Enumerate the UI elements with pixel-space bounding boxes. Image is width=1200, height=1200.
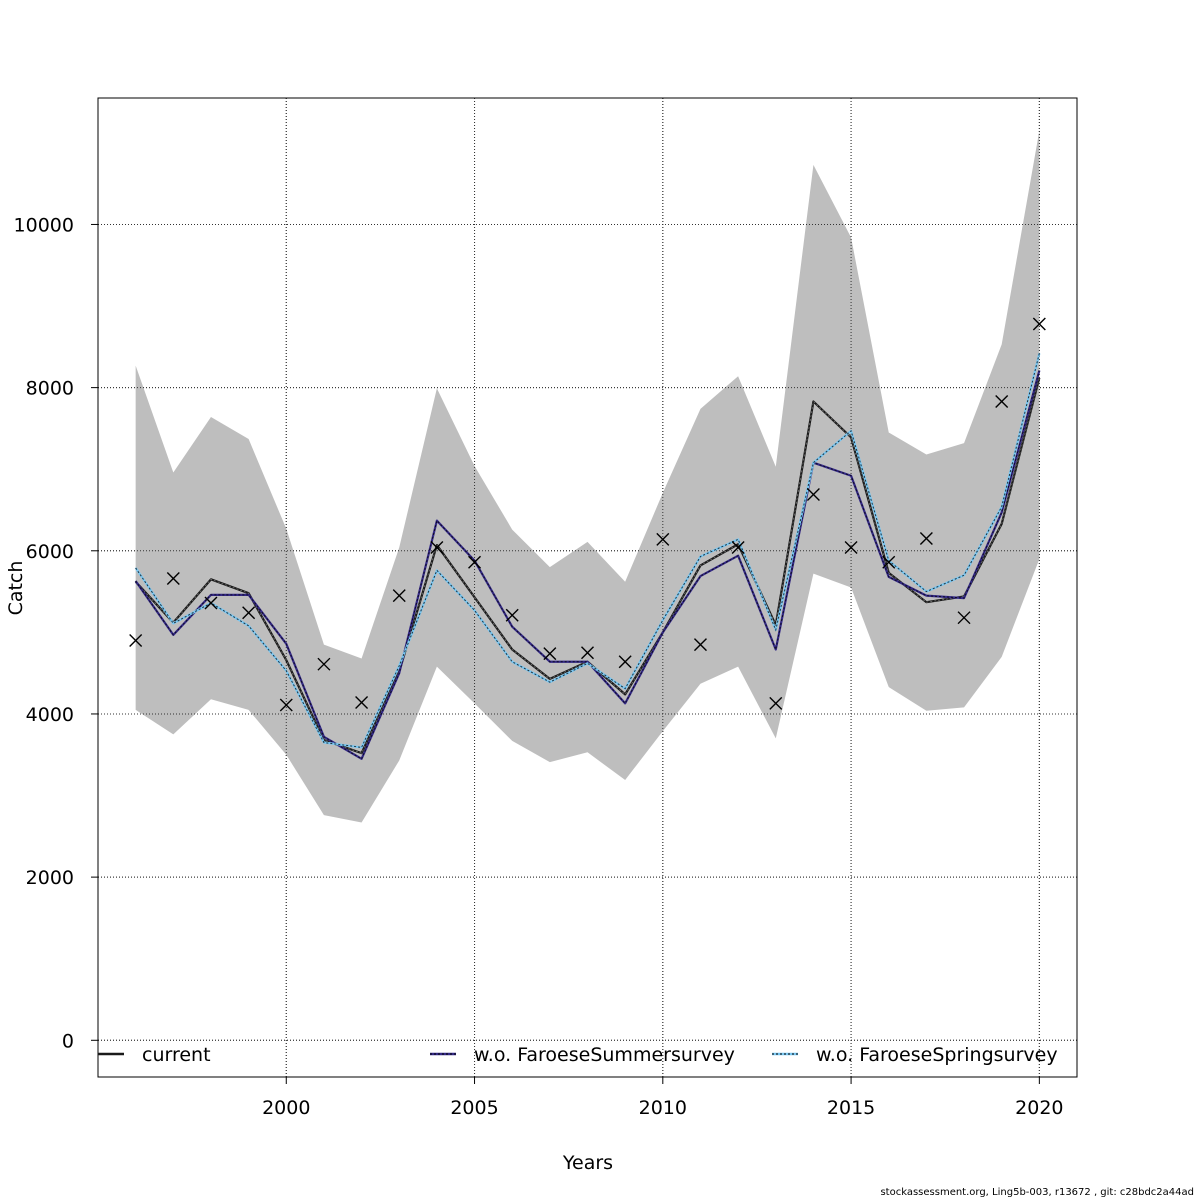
axes: 2000 2005 2010 2015 2020 0 2000 4000 6000 8000 100… xyxy=(14,97,1078,1119)
observation-point-2004 xyxy=(430,541,444,555)
x-tick-label-2015: 2015 xyxy=(827,1097,875,1119)
y-tick-label-10000: 10000 xyxy=(14,214,74,236)
observation-point-2005 xyxy=(468,555,482,569)
observation-point-1999 xyxy=(242,606,256,620)
observation-stroke-b xyxy=(957,611,971,625)
legend-item-2: w.o. FaroeseSpringsurvey xyxy=(772,1044,1058,1066)
observation-stroke-b xyxy=(693,638,707,652)
observation-point-2011 xyxy=(693,638,707,652)
observation-point-2016 xyxy=(882,555,896,569)
series-line-dotted-1 xyxy=(135,370,1040,760)
x-tick-label-2010: 2010 xyxy=(639,1097,687,1119)
observation-point-2018 xyxy=(957,611,971,625)
observation-point-2007 xyxy=(543,647,557,661)
observation-stroke-b xyxy=(995,394,1009,408)
confidence-band xyxy=(135,130,1040,823)
observation-stroke-b xyxy=(392,589,406,603)
y-tick-label-6000: 6000 xyxy=(26,541,74,563)
legend: current w.o. FaroeseSummersurvey w.o. Faro… xyxy=(98,1044,1058,1066)
observation-stroke-b xyxy=(355,696,369,710)
y-axis-title: Catch xyxy=(5,561,27,616)
y-tick-label-0: 0 xyxy=(62,1030,74,1052)
observation-point-2017 xyxy=(919,532,933,546)
legend-item-1: w.o. FaroeseSummersurvey xyxy=(430,1044,735,1066)
observation-point-2008 xyxy=(581,646,594,660)
grid-lines-overlay xyxy=(98,98,1077,1077)
observation-stroke-b xyxy=(505,608,519,622)
observation-stroke-b xyxy=(129,634,143,648)
observation-stroke-b xyxy=(279,698,293,712)
observation-point-2006 xyxy=(505,608,519,622)
observation-point-2002 xyxy=(355,696,369,710)
observation-point-2015 xyxy=(844,541,858,555)
observation-stroke-b xyxy=(317,657,331,671)
x-tick-label-2020: 2020 xyxy=(1015,1097,1063,1119)
observation-stroke-b xyxy=(769,696,783,710)
observation-stroke-b xyxy=(806,488,820,501)
observation-stroke-b xyxy=(844,541,858,555)
observation-stroke-b xyxy=(731,541,745,555)
series-lines xyxy=(134,353,1041,760)
observation-point-2009 xyxy=(618,655,632,669)
observation-stroke-b xyxy=(543,647,557,661)
observation-stroke-b xyxy=(430,541,444,555)
y-tick-label-2000: 2000 xyxy=(26,867,74,889)
observation-point-1996 xyxy=(129,634,143,648)
legend-item-0: current xyxy=(98,1044,211,1066)
x-axis-title: Years xyxy=(562,1152,613,1174)
legend-label-0: current xyxy=(142,1044,211,1066)
x-tick-label-2000: 2000 xyxy=(262,1097,310,1119)
legend-label-2: w.o. FaroeseSpringsurvey xyxy=(816,1044,1058,1066)
legend-label-1: w.o. FaroeseSummersurvey xyxy=(474,1044,735,1066)
observation-stroke-b xyxy=(656,532,670,546)
observation-point-2001 xyxy=(317,657,331,671)
observation-point-2003 xyxy=(392,589,406,603)
observation-point-1997 xyxy=(166,572,180,586)
observation-point-2020 xyxy=(1032,317,1046,331)
observation-stroke-b xyxy=(242,606,256,620)
y-tick-label-4000: 4000 xyxy=(26,704,74,726)
observation-stroke-b xyxy=(919,532,933,546)
observation-point-2012 xyxy=(731,541,745,555)
plot-frame xyxy=(97,97,1078,1078)
observation-stroke-b xyxy=(581,646,594,660)
observation-point-2019 xyxy=(995,394,1009,408)
observation-stroke-b xyxy=(468,555,482,569)
observation-stroke-b xyxy=(618,655,632,669)
x-tick-label-2005: 2005 xyxy=(450,1097,498,1119)
observation-point-2014 xyxy=(806,488,820,501)
footer-credit: stockassessment.org, Ling5b-003, r13672 … xyxy=(880,1187,1194,1198)
observation-point-2010 xyxy=(656,532,670,546)
observation-point-2013 xyxy=(769,696,783,710)
observation-markers xyxy=(129,317,1046,712)
observation-stroke-b xyxy=(166,572,180,586)
observation-stroke-b xyxy=(204,596,218,610)
observation-point-1998 xyxy=(204,596,218,610)
observation-stroke-b xyxy=(1032,317,1046,331)
observation-stroke-b xyxy=(882,555,896,569)
observation-point-2000 xyxy=(279,698,293,712)
series-line-dotted-2 xyxy=(135,353,1040,748)
y-tick-label-8000: 8000 xyxy=(26,378,74,400)
confidence-band-group xyxy=(135,130,1040,823)
